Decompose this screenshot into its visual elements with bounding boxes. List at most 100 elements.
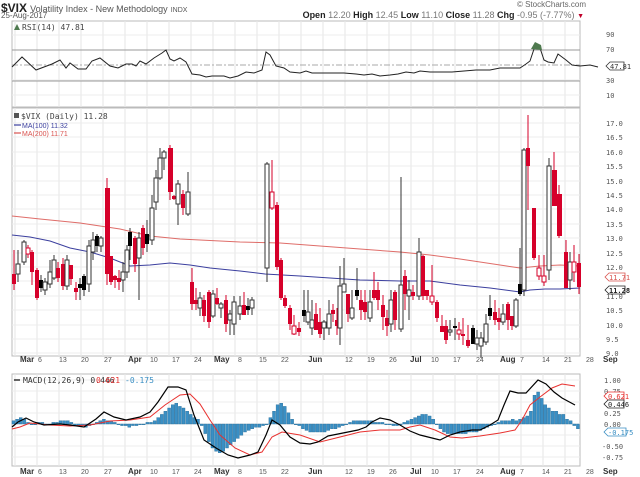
macd-panel: 1.00 0.75 0.25 0.00 -0.50 -0.75 0.621 0.…	[11, 373, 633, 467]
svg-text:0.00: 0.00	[604, 421, 621, 429]
x-axis-label: Aug	[500, 467, 516, 476]
chart-date: 25-Aug-2017	[1, 11, 48, 20]
x-axis-label: May	[214, 467, 230, 476]
svg-text:$VIX (Daily) 11.28: $VIX (Daily) 11.28	[21, 112, 108, 121]
x-axis-label: 7	[520, 357, 524, 364]
macd-hist-tag: -0.175	[603, 427, 633, 437]
open-value: 12.20	[328, 10, 351, 20]
x-axis-label: 24	[476, 469, 484, 476]
rsi-legend-icon	[14, 24, 20, 30]
x-axis-label: Mar	[20, 467, 34, 476]
x-axis-label: 20	[81, 357, 89, 364]
x-axis-label: Jul	[410, 355, 422, 364]
macd-signal-tag: 0.621	[603, 391, 629, 401]
x-axis-label: 26	[389, 357, 397, 364]
svg-text:13.5: 13.5	[606, 221, 623, 229]
x-axis-label: 10	[150, 357, 158, 364]
macd-x-axis: Mar 6 13 20 27 Apr 10 17 24 May 8 15 22 Jun 12 19 26 Jul 1…	[20, 467, 618, 476]
exchange: INDX	[170, 7, 188, 14]
chg-label: Chg	[497, 10, 515, 20]
high-label: High	[353, 10, 374, 20]
svg-text:11.0: 11.0	[606, 293, 623, 301]
ma100-legend: MA(100) 11.32	[22, 123, 68, 130]
svg-text:10.5: 10.5	[606, 307, 623, 315]
price-y-axis: 17.0 16.5 16.0 15.5 15.0 14.5 14.0 13.5 …	[606, 120, 623, 358]
ohlc-summary: Open 12.20 High 12.45 Low 11.10 Close 11…	[303, 10, 584, 20]
symbol: $VIX	[1, 1, 28, 15]
x-axis-label: 19	[367, 357, 375, 364]
x-axis-label: 22	[281, 469, 289, 476]
x-axis-label: 10	[150, 469, 158, 476]
ma200-legend: MA(200) 11.71	[22, 131, 68, 138]
svg-text:11.71: 11.71	[609, 274, 630, 282]
x-axis-label: 26	[389, 469, 397, 476]
svg-text:0.446: 0.446	[608, 401, 629, 409]
rsi-line	[11, 45, 599, 79]
svg-text:70: 70	[606, 46, 614, 54]
low-label: Low	[400, 10, 419, 20]
macd-legend: MACD(12,26,9) 0.446 0.621 -0.175	[14, 376, 154, 385]
svg-text:1.00: 1.00	[604, 377, 621, 385]
svg-text:12.5: 12.5	[606, 250, 623, 258]
x-axis-label: 8	[238, 357, 242, 364]
close-label: Close	[445, 10, 471, 20]
chart-header: $VIX Volatility Index - New Methodology …	[0, 0, 640, 22]
x-axis-label: 28	[586, 469, 594, 476]
macd-histogram	[11, 391, 580, 453]
x-axis-label: 14	[542, 469, 550, 476]
x-axis-label: 15	[259, 469, 267, 476]
svg-text:13.0: 13.0	[606, 235, 623, 243]
price-legend: $VIX (Daily) 11.28 MA(100) 11.32 MA(200)…	[14, 112, 108, 138]
svg-text:12.0: 12.0	[606, 264, 623, 272]
x-axis-label: 12	[345, 469, 353, 476]
svg-text:MACD(12,26,9) 0.446: MACD(12,26,9) 0.446	[23, 376, 115, 385]
x-axis-label: 24	[194, 469, 202, 476]
rsi-panel: 90 70 30 10 47.81 RSI(14) 47.81	[11, 20, 631, 108]
macd-line	[11, 379, 576, 459]
close-value: 11.28	[472, 10, 495, 20]
x-axis-label: 15	[259, 357, 267, 364]
svg-text:10: 10	[606, 92, 614, 100]
svg-text:9.5: 9.5	[606, 336, 619, 344]
x-axis-label: 13	[59, 469, 67, 476]
svg-text:RSI(14) 47.81: RSI(14) 47.81	[22, 23, 85, 32]
svg-text:-0.175: -0.175	[125, 376, 154, 385]
svg-text:0.25: 0.25	[604, 410, 621, 418]
svg-text:16.5: 16.5	[606, 134, 623, 142]
x-axis-label: 17	[172, 469, 180, 476]
svg-text:16.0: 16.0	[606, 149, 623, 157]
open-label: Open	[302, 10, 326, 20]
x-axis-label: 6	[38, 469, 42, 476]
svg-text:14.0: 14.0	[606, 206, 623, 214]
ma200-value-tag: 11.71	[604, 272, 630, 282]
candlesticks	[12, 115, 581, 358]
x-axis-label: 24	[194, 357, 202, 364]
x-axis-label: Jul	[410, 467, 422, 476]
x-axis-label: 8	[238, 469, 242, 476]
svg-text:15.0: 15.0	[606, 178, 623, 186]
x-axis-label: Mar	[20, 355, 34, 364]
rsi-value-tag: 47.81	[605, 61, 631, 71]
svg-text:47.81: 47.81	[610, 63, 631, 71]
x-axis-label: 20	[81, 469, 89, 476]
high-value: 12.45	[375, 10, 399, 20]
svg-text:14.5: 14.5	[606, 192, 623, 200]
svg-text:-0.75: -0.75	[602, 454, 623, 462]
svg-text:9.0: 9.0	[606, 350, 619, 358]
rsi-y-axis: 90 70 30 10	[606, 31, 614, 100]
x-axis-label: 6	[38, 357, 42, 364]
macd-y-axis: 1.00 0.75 0.25 0.00 -0.50 -0.75	[602, 377, 623, 462]
svg-text:-0.50: -0.50	[602, 443, 623, 451]
rsi-legend: RSI(14) 47.81	[14, 23, 85, 32]
svg-text:15.5: 15.5	[606, 163, 623, 171]
svg-text:11.28: 11.28	[609, 287, 630, 295]
price-panel: 17.0 16.5 16.0 15.5 15.0 14.5 14.0 13.5 …	[11, 107, 630, 358]
svg-text:17.0: 17.0	[606, 120, 623, 128]
x-axis-label: 17	[172, 357, 180, 364]
x-axis-label: 14	[542, 357, 550, 364]
svg-text:0.621: 0.621	[96, 376, 120, 385]
symbol-description: Volatility Index - New Methodology	[30, 4, 168, 14]
x-axis-label: 27	[104, 357, 112, 364]
x-axis-label: Jun	[308, 355, 322, 364]
